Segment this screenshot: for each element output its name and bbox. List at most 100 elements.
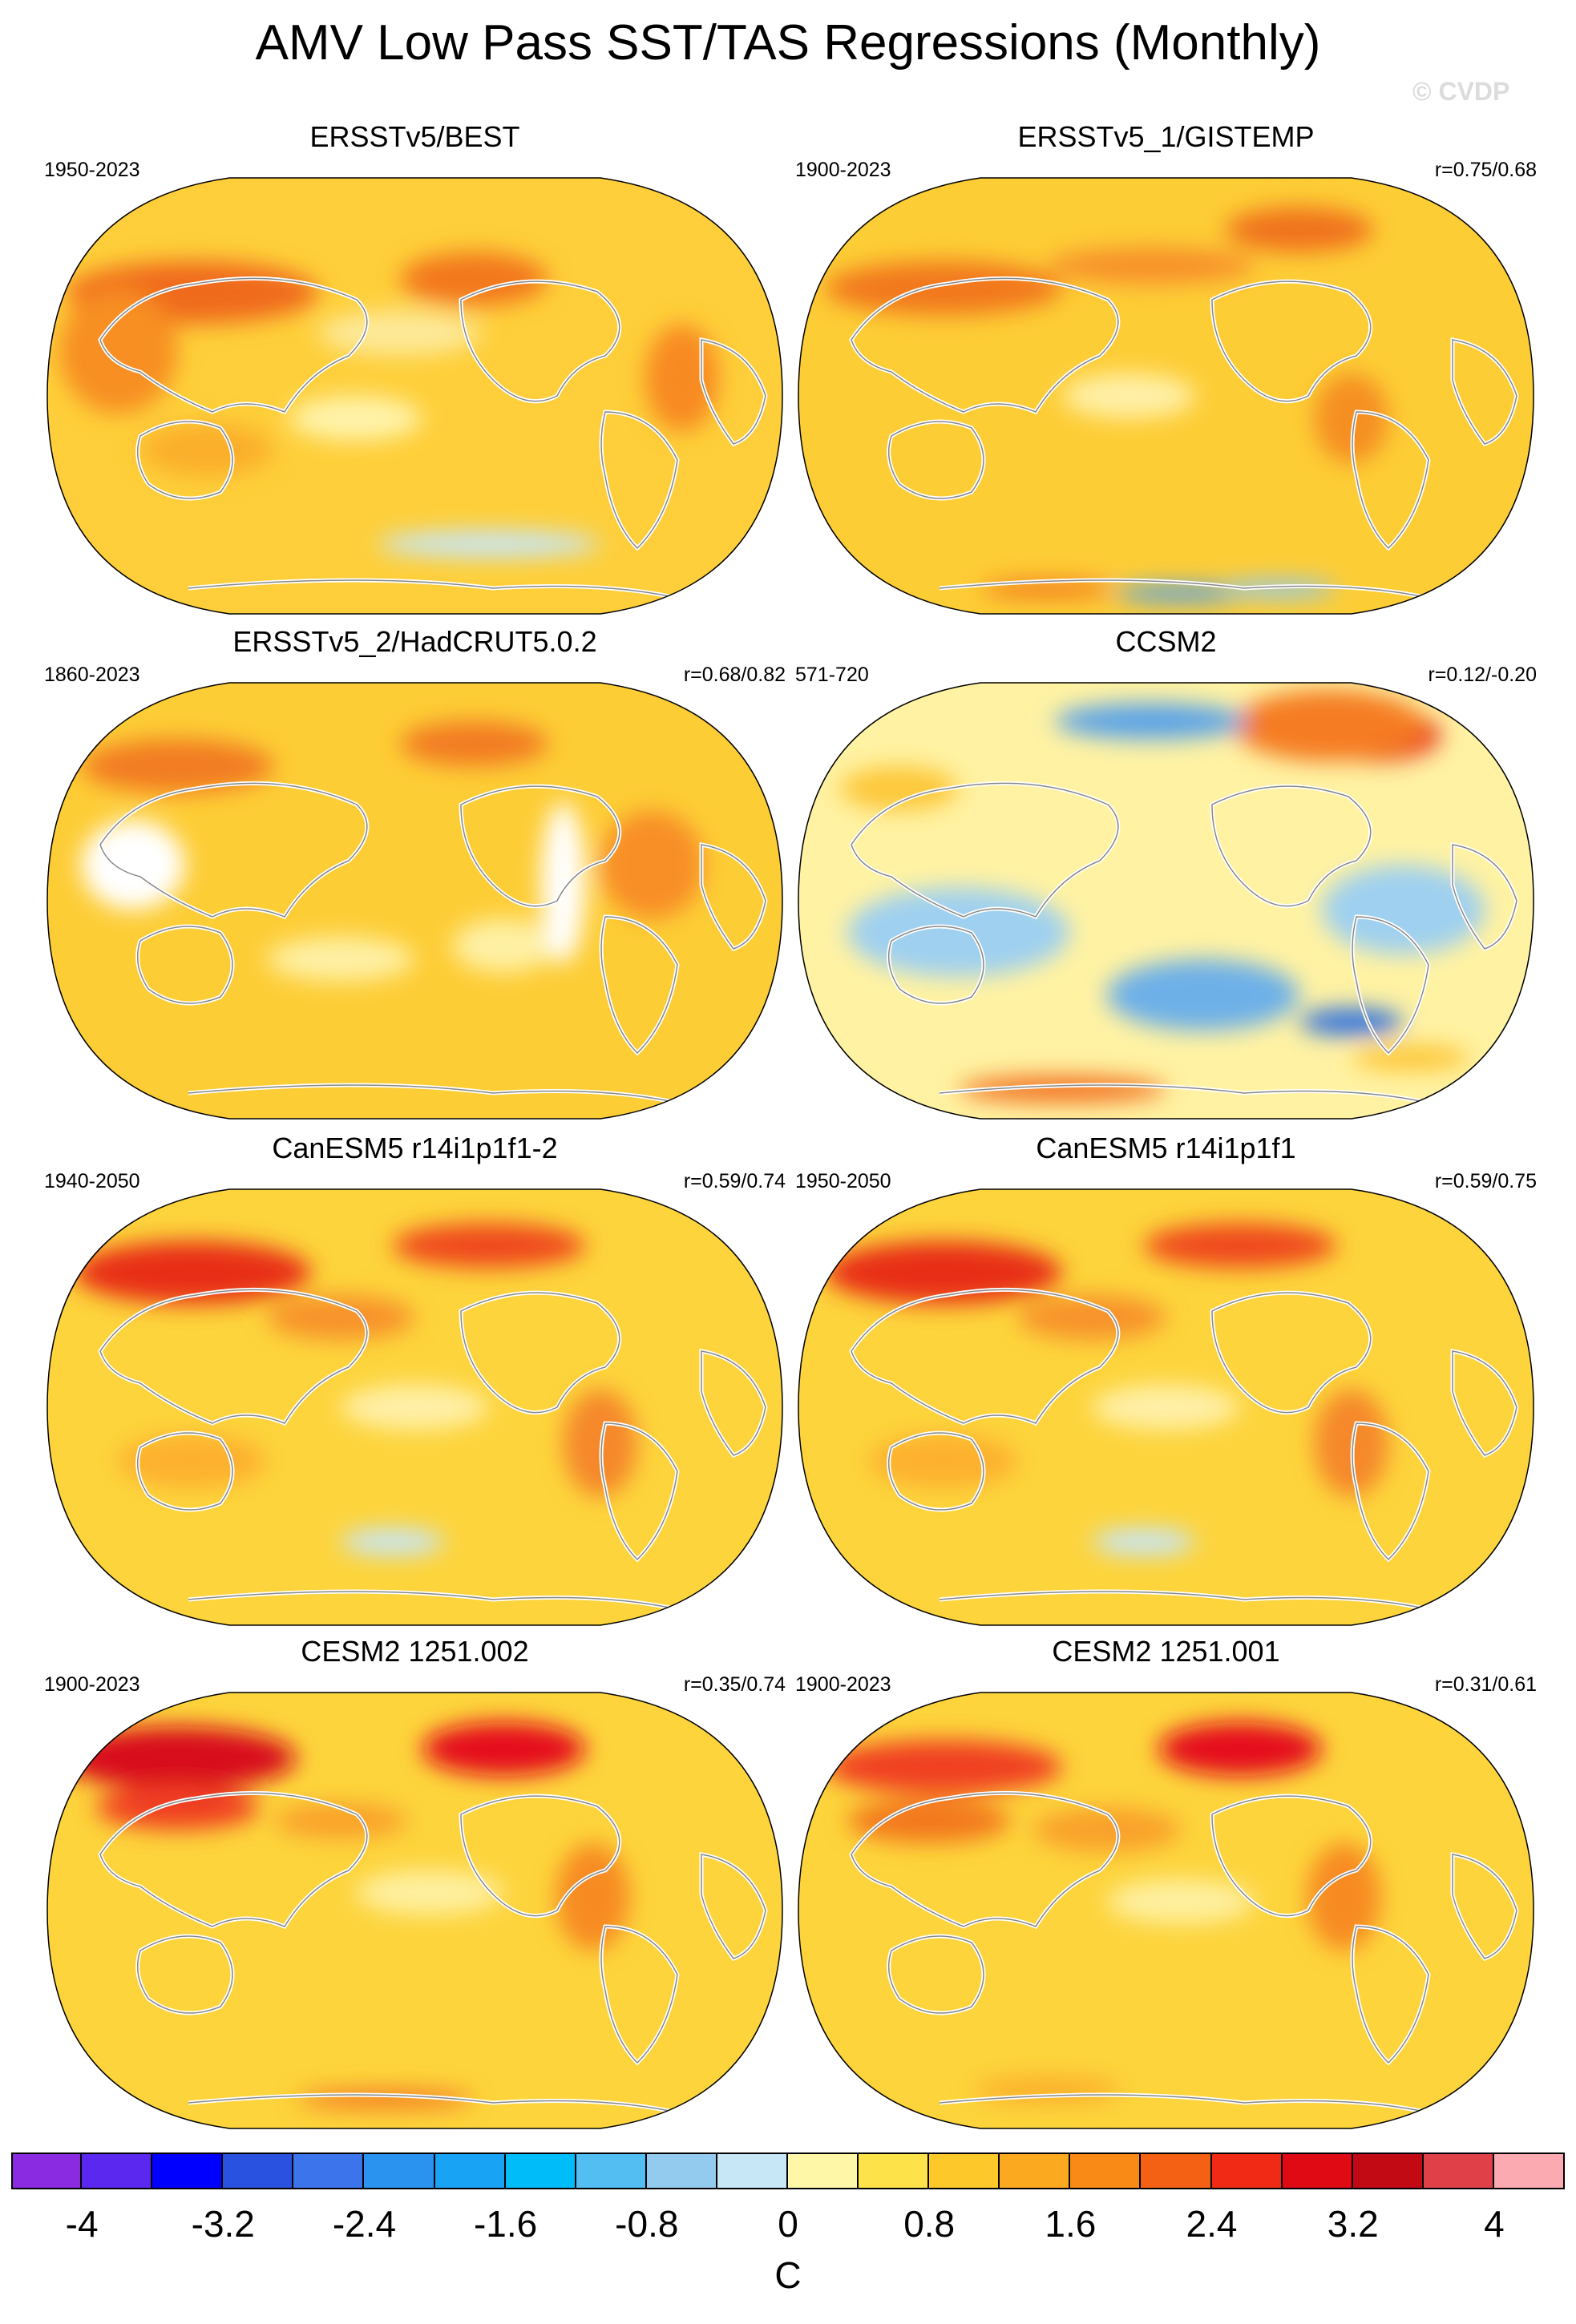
coastline bbox=[1452, 844, 1517, 950]
colorbar-swatch bbox=[1282, 2153, 1353, 2189]
map-border bbox=[46, 1692, 783, 2129]
colorbar bbox=[11, 2153, 1565, 2189]
anomaly-patch bbox=[1225, 207, 1374, 252]
colorbar-swatch bbox=[788, 2153, 859, 2189]
anomaly-patch bbox=[1017, 1295, 1166, 1340]
anomaly-patch bbox=[266, 936, 415, 982]
anomaly-patch bbox=[400, 252, 548, 306]
coastline bbox=[939, 2094, 1453, 2120]
coastline bbox=[701, 1854, 766, 1959]
map-border bbox=[798, 682, 1534, 1120]
anomaly-patch bbox=[355, 1870, 504, 1915]
coastline bbox=[939, 1591, 1453, 1616]
panel-correlation: r=0.68/0.82 bbox=[683, 664, 786, 686]
anomaly-patch bbox=[1092, 1528, 1196, 1555]
colorbar-swatch bbox=[576, 2153, 647, 2189]
colorbar-swatch bbox=[717, 2153, 788, 2189]
panel-correlation: r=0.75/0.68 bbox=[1434, 159, 1537, 181]
coastline bbox=[99, 1289, 368, 1424]
panel-correlation: r=0.12/-0.20 bbox=[1428, 664, 1537, 686]
panel-correlation: r=0.35/0.74 bbox=[683, 1673, 786, 1696]
panel-period: 571-720 bbox=[795, 664, 869, 686]
coastline bbox=[600, 916, 678, 1055]
map-panel: CanESM5 r14i1p1f1-2 1940-2050 r=0.59/0.74 bbox=[44, 1132, 786, 1660]
map-panel: ERSSTv5_2/HadCRUT5.0.2 1860-2023 r=0.68/0.… bbox=[44, 625, 786, 1154]
panel-period: 1900-2023 bbox=[44, 1673, 140, 1696]
anomaly-patch bbox=[118, 1434, 267, 1488]
coastline bbox=[188, 1591, 702, 1616]
regression-map bbox=[46, 1188, 783, 1626]
regression-map bbox=[798, 682, 1534, 1120]
panel-title: CanESM5 r14i1p1f1 bbox=[1036, 1132, 1296, 1164]
anomaly-patch bbox=[1106, 1878, 1255, 1924]
anomaly-patch bbox=[1158, 1721, 1322, 1776]
coastline bbox=[136, 421, 233, 499]
colorbar-swatch bbox=[1141, 2153, 1212, 2189]
colorbar-tick-label: 1.6 bbox=[1045, 2203, 1097, 2245]
coastline bbox=[1352, 411, 1429, 550]
anomaly-patch bbox=[451, 918, 556, 973]
anomaly-patch bbox=[958, 1075, 1166, 1103]
regression-map bbox=[46, 682, 783, 1120]
colorbar-swatch bbox=[1000, 2153, 1071, 2189]
regression-map bbox=[798, 1188, 1534, 1626]
anomaly-patch bbox=[1321, 865, 1485, 955]
anomaly-patch bbox=[1032, 1807, 1181, 1853]
panel-correlation: r=0.59/0.74 bbox=[683, 1170, 786, 1192]
map-panel: ERSSTv5/BEST 1950-2023 bbox=[44, 120, 786, 649]
anomaly-patch bbox=[59, 1726, 297, 1789]
colorbar-swatch bbox=[1211, 2153, 1283, 2189]
map-border bbox=[46, 177, 783, 615]
coastline bbox=[136, 1935, 233, 2014]
coastline bbox=[1452, 1854, 1517, 1959]
anomaly-patch bbox=[422, 1721, 586, 1776]
anomaly-patch bbox=[289, 396, 422, 441]
panel-title: CCSM2 bbox=[1115, 625, 1217, 658]
colorbar-swatch bbox=[11, 2153, 83, 2189]
coastline bbox=[460, 1795, 620, 1917]
coastline bbox=[851, 1792, 1119, 1927]
coastline bbox=[939, 579, 1453, 605]
panel-title: ERSSTv5_2/HadCRUT5.0.2 bbox=[232, 625, 597, 658]
colorbar-tick-label: -2.4 bbox=[332, 2203, 397, 2245]
panel-correlation: r=0.31/0.61 bbox=[1434, 1673, 1537, 1696]
anomaly-patch bbox=[1232, 689, 1426, 762]
panel-period: 1940-2050 bbox=[44, 1170, 140, 1192]
anomaly-patch bbox=[341, 1385, 489, 1430]
colorbar-swatch bbox=[929, 2153, 1000, 2189]
map-border bbox=[46, 682, 783, 1120]
anomaly-patch bbox=[1047, 248, 1255, 284]
map-panel: ERSSTv5_1/GISTEMP 1900-2023 r=0.75/0.68 bbox=[795, 120, 1537, 649]
coastline bbox=[99, 1792, 368, 1927]
colorbar-swatch bbox=[1352, 2153, 1424, 2189]
colorbar-tick-label: 3.2 bbox=[1327, 2203, 1379, 2245]
colorbar-swatch bbox=[364, 2153, 435, 2189]
coastline bbox=[188, 2094, 702, 2120]
colorbar-swatch bbox=[1423, 2153, 1494, 2189]
coastline bbox=[1211, 1795, 1372, 1917]
cvdp-watermark: © CVDP bbox=[1412, 77, 1510, 106]
coastline bbox=[99, 782, 368, 918]
colorbar-swatch bbox=[223, 2153, 294, 2189]
coastline bbox=[1211, 1292, 1372, 1414]
colorbar-tick-label: 4 bbox=[1484, 2203, 1505, 2245]
colorbar-swatch bbox=[1070, 2153, 1142, 2189]
coastline bbox=[1452, 339, 1517, 445]
coastline bbox=[1352, 916, 1429, 1055]
anomaly-patch bbox=[81, 739, 274, 793]
coastline bbox=[188, 1084, 702, 1110]
coastline bbox=[1211, 280, 1372, 402]
anomaly-patch bbox=[1106, 958, 1299, 1031]
coastline bbox=[1352, 1926, 1429, 2064]
coastline bbox=[851, 277, 1119, 413]
map-border bbox=[798, 177, 1534, 615]
coastline bbox=[887, 1432, 984, 1511]
anomaly-patch bbox=[341, 1528, 445, 1555]
anomaly-patch bbox=[825, 261, 1062, 316]
colorbar-tick-label: -0.8 bbox=[615, 2203, 679, 2245]
panel-period: 1900-2023 bbox=[795, 159, 891, 181]
anomaly-patch bbox=[1299, 1008, 1404, 1035]
coastline bbox=[939, 1084, 1453, 1110]
coastline bbox=[136, 1432, 233, 1511]
colorbar-unit-label: C bbox=[774, 2254, 802, 2296]
